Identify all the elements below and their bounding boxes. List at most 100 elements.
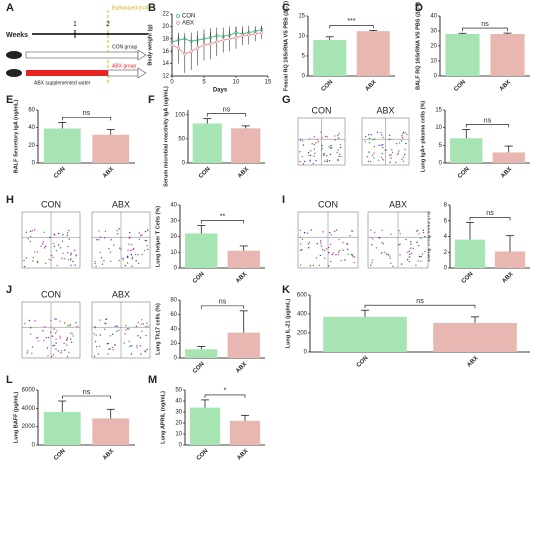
flow-dot xyxy=(136,347,138,349)
flow-dot xyxy=(367,134,370,136)
flow-dot xyxy=(337,158,339,161)
flow-dot xyxy=(136,345,138,347)
flow-dot xyxy=(44,247,46,249)
point xyxy=(176,46,180,50)
point xyxy=(215,40,219,44)
flow-dot xyxy=(118,259,120,262)
panel-label: L xyxy=(6,374,13,386)
flow-dot xyxy=(146,239,148,242)
flow-dot xyxy=(99,334,101,336)
x-tick-label: CON xyxy=(453,79,467,93)
flow-dot xyxy=(340,155,342,158)
flow-dot xyxy=(319,240,322,242)
flow-dot xyxy=(342,241,344,244)
flow-dot xyxy=(381,241,383,244)
y-tick-label: 18 xyxy=(162,36,169,42)
x-tick-label: 10 xyxy=(233,80,240,86)
flow-dot xyxy=(55,318,57,320)
flow-dot xyxy=(338,133,340,135)
legend-label: CON xyxy=(182,14,195,20)
flow-dot xyxy=(36,261,39,264)
y-tick-label: 0 xyxy=(302,74,306,80)
flow-dot xyxy=(109,260,112,263)
panel-label: K xyxy=(282,284,290,296)
point xyxy=(221,38,225,42)
flow-dot xyxy=(93,333,95,335)
flow-dot xyxy=(75,254,78,256)
flow-dot xyxy=(67,245,69,248)
x-tick-label: CON xyxy=(53,448,67,462)
flow-dot xyxy=(70,252,72,255)
y-tick-label: 15 xyxy=(435,108,442,114)
flow-dot xyxy=(347,253,349,255)
flow-dot xyxy=(59,337,62,339)
flow-dot xyxy=(60,352,62,354)
flow-dot xyxy=(94,262,96,265)
flow-dot xyxy=(59,247,62,249)
flow-dot xyxy=(30,327,32,329)
flow-dot xyxy=(380,156,383,159)
flow-dot xyxy=(70,259,72,261)
y-tick-label: 30 xyxy=(430,29,437,35)
flow-dot xyxy=(326,159,328,161)
flow-dot xyxy=(135,260,137,262)
flow-dot xyxy=(45,262,47,265)
flow-dot xyxy=(398,150,400,152)
y-tick-label: 10 xyxy=(298,34,305,40)
flow-dot xyxy=(349,235,351,237)
flow-header: CON xyxy=(318,199,338,209)
significance-bracket xyxy=(200,220,245,224)
flow-dot xyxy=(299,139,302,141)
y-tick-label: 20 xyxy=(175,421,182,427)
flow-dot xyxy=(299,229,302,232)
y-tick-label: 14 xyxy=(162,61,169,67)
point xyxy=(196,46,200,50)
flow-dot xyxy=(424,250,426,253)
bar xyxy=(454,239,486,268)
flow-dot xyxy=(94,327,97,329)
flow-dot xyxy=(416,229,419,231)
bar xyxy=(92,418,130,445)
flow-header: CON xyxy=(41,289,61,299)
flow-dot xyxy=(71,332,73,335)
flow-header: ABX xyxy=(112,289,130,299)
y-tick-label: 60 xyxy=(170,312,177,318)
flow-dot xyxy=(145,334,147,337)
flow-dot xyxy=(332,252,334,254)
flow-dot xyxy=(31,230,34,232)
significance-label: ns xyxy=(416,298,424,305)
flow-dot xyxy=(130,249,132,252)
flow-dot xyxy=(373,152,375,154)
x-tick-label: CON xyxy=(461,271,475,285)
y-axis-label: Lung IgA+ plasma cells (%) xyxy=(420,101,426,173)
flow-dot xyxy=(50,254,53,257)
significance-label: *** xyxy=(347,18,355,25)
x-tick-label: 15 xyxy=(265,80,272,86)
y-tick-label: 40 xyxy=(170,327,177,333)
y-tick-label: 20 xyxy=(170,234,177,240)
flow-dot xyxy=(109,335,112,337)
flow-dot xyxy=(42,241,44,243)
bar xyxy=(43,128,81,163)
x-tick-label: ABX xyxy=(365,79,378,92)
flow-dot xyxy=(34,251,36,253)
flow-dot xyxy=(299,243,302,245)
flow-dot xyxy=(396,153,399,156)
flow-dot xyxy=(313,136,315,138)
axis-label: Weeks xyxy=(6,32,28,39)
bar xyxy=(450,138,483,163)
flow-dot xyxy=(130,244,133,246)
y-tick-label: 100 xyxy=(175,112,186,118)
y-tick-label: 16 xyxy=(162,49,169,55)
flow-dot xyxy=(116,229,119,232)
y-tick-label: 15 xyxy=(298,14,305,20)
flow-dot xyxy=(141,234,143,236)
flow-dot xyxy=(364,140,366,143)
flow-dot xyxy=(125,324,127,327)
flow-dot xyxy=(140,353,142,355)
flow-dot xyxy=(146,245,148,247)
flow-dot xyxy=(142,323,144,325)
flow-header: ABX xyxy=(376,105,394,115)
significance-label: ns xyxy=(484,117,492,124)
flow-dot xyxy=(59,335,61,337)
